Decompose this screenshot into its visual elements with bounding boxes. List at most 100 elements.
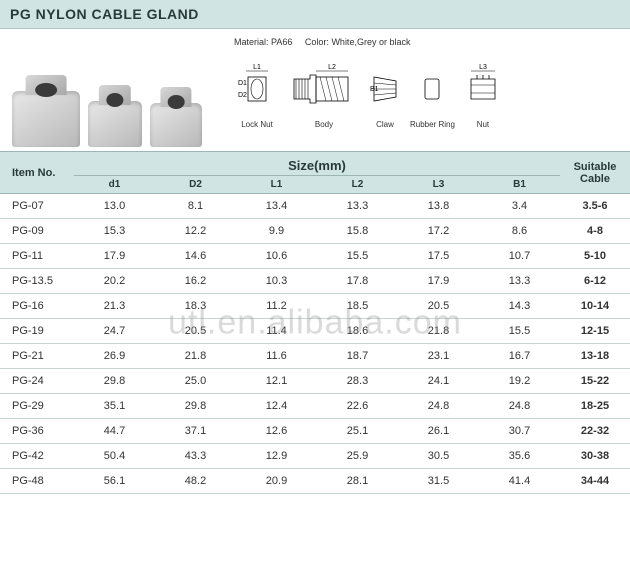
col-item: Item No.: [0, 152, 74, 194]
dim-l2: L2: [328, 64, 336, 71]
table-row: PG-1924.720.511.418.621.815.512-15: [0, 319, 630, 344]
col-b1: B1: [479, 176, 560, 194]
cell-l2: 18.7: [317, 344, 398, 369]
cell-l3: 21.8: [398, 319, 479, 344]
cell-l2: 13.3: [317, 194, 398, 219]
cell-l3: 26.1: [398, 419, 479, 444]
cell-d2: 8.1: [155, 194, 236, 219]
page-title: PG NYLON CABLE GLAND: [0, 0, 630, 29]
cell-l2: 28.3: [317, 369, 398, 394]
cell-b1: 10.7: [479, 244, 560, 269]
claw-label: Claw: [376, 120, 394, 129]
col-d2: D2: [155, 176, 236, 194]
cell-cable: 4-8: [560, 219, 630, 244]
cell-b1: 30.7: [479, 419, 560, 444]
cell-l1: 20.9: [236, 469, 317, 494]
cell-d2: 43.3: [155, 444, 236, 469]
cell-l3: 17.5: [398, 244, 479, 269]
cell-item: PG-48: [0, 469, 74, 494]
col-l2: L2: [317, 176, 398, 194]
cell-item: PG-29: [0, 394, 74, 419]
cell-d2: 16.2: [155, 269, 236, 294]
cell-d1: 26.9: [74, 344, 155, 369]
cell-cable: 3.5-6: [560, 194, 630, 219]
cell-d2: 18.3: [155, 294, 236, 319]
table-row: PG-1621.318.311.218.520.514.310-14: [0, 294, 630, 319]
cell-cable: 10-14: [560, 294, 630, 319]
table-row: PG-13.520.216.210.317.817.913.36-12: [0, 269, 630, 294]
part-nut: L3 Nut: [463, 61, 503, 129]
col-cable: Suitable Cable: [560, 152, 630, 194]
table-row: PG-0713.08.113.413.313.83.43.5-6: [0, 194, 630, 219]
cell-d2: 21.8: [155, 344, 236, 369]
cell-item: PG-16: [0, 294, 74, 319]
cell-d1: 20.2: [74, 269, 155, 294]
top-section: Material: PA66 Color: White,Grey or blac…: [0, 29, 630, 151]
cell-d1: 15.3: [74, 219, 155, 244]
cell-d1: 24.7: [74, 319, 155, 344]
cell-l1: 12.6: [236, 419, 317, 444]
dim-d2: D2: [238, 92, 247, 99]
cell-cable: 22-32: [560, 419, 630, 444]
cell-l2: 28.1: [317, 469, 398, 494]
ring-label: Rubber Ring: [410, 120, 455, 129]
cell-item: PG-21: [0, 344, 74, 369]
cell-d2: 29.8: [155, 394, 236, 419]
cell-l2: 18.6: [317, 319, 398, 344]
cell-l3: 13.8: [398, 194, 479, 219]
cell-cable: 6-12: [560, 269, 630, 294]
dim-l3: L3: [479, 64, 487, 71]
spec-table: Item No. Size(mm) Suitable Cable d1 D2 L…: [0, 151, 630, 494]
technical-diagram: Material: PA66 Color: White,Grey or blac…: [234, 37, 618, 147]
cell-l1: 10.6: [236, 244, 317, 269]
cell-l1: 12.9: [236, 444, 317, 469]
cell-cable: 5-10: [560, 244, 630, 269]
cell-l3: 24.8: [398, 394, 479, 419]
locknut-label: Lock Nut: [241, 120, 273, 129]
cell-cable: 13-18: [560, 344, 630, 369]
body-label: Body: [315, 120, 333, 129]
table-body: PG-0713.08.113.413.313.83.43.5-6PG-0915.…: [0, 194, 630, 494]
cell-l2: 25.9: [317, 444, 398, 469]
cell-l1: 11.2: [236, 294, 317, 319]
cell-d2: 37.1: [155, 419, 236, 444]
cell-b1: 13.3: [479, 269, 560, 294]
table-row: PG-0915.312.29.915.817.28.64-8: [0, 219, 630, 244]
col-size: Size(mm): [74, 152, 560, 176]
cell-b1: 35.6: [479, 444, 560, 469]
gland-image-small: [150, 103, 202, 147]
cell-d1: 35.1: [74, 394, 155, 419]
cell-l3: 30.5: [398, 444, 479, 469]
dim-d1: D1: [238, 80, 247, 87]
cell-cable: 30-38: [560, 444, 630, 469]
cell-d2: 12.2: [155, 219, 236, 244]
diagram-header: Material: PA66 Color: White,Grey or blac…: [234, 37, 618, 47]
cell-l1: 10.3: [236, 269, 317, 294]
nut-label: Nut: [477, 120, 489, 129]
table-container: utl.en.alibaba.com Item No. Size(mm) Sui…: [0, 151, 630, 494]
cell-cable: 34-44: [560, 469, 630, 494]
cell-l3: 17.9: [398, 269, 479, 294]
material-value: PA66: [271, 37, 292, 47]
gland-image-medium: [88, 101, 142, 147]
part-claw: B1 Claw: [368, 61, 402, 129]
cell-l3: 24.1: [398, 369, 479, 394]
cell-l1: 11.4: [236, 319, 317, 344]
cell-d2: 25.0: [155, 369, 236, 394]
cell-l1: 11.6: [236, 344, 317, 369]
color-label: Color:: [305, 37, 329, 47]
cell-l3: 17.2: [398, 219, 479, 244]
cell-b1: 14.3: [479, 294, 560, 319]
col-l1: L1: [236, 176, 317, 194]
cell-l3: 23.1: [398, 344, 479, 369]
cell-l1: 12.4: [236, 394, 317, 419]
table-header: Item No. Size(mm) Suitable Cable d1 D2 L…: [0, 152, 630, 194]
col-d1: d1: [74, 176, 155, 194]
table-row: PG-2126.921.811.618.723.116.713-18: [0, 344, 630, 369]
cell-l2: 25.1: [317, 419, 398, 444]
cell-item: PG-09: [0, 219, 74, 244]
table-row: PG-1117.914.610.615.517.510.75-10: [0, 244, 630, 269]
cell-item: PG-11: [0, 244, 74, 269]
cell-b1: 24.8: [479, 394, 560, 419]
cell-l1: 12.1: [236, 369, 317, 394]
